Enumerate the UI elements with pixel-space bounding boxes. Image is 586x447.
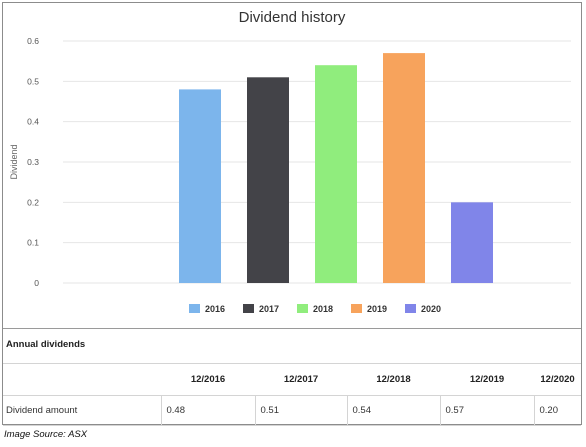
y-tick-label: 0.2: [27, 197, 39, 207]
chart-frame: Dividend history 0 0.1 0.2 0.3 0.4 0.5 0.6 Divi…: [2, 2, 582, 426]
legend-swatch-2019: [351, 304, 362, 313]
y-tick-label: 0.6: [27, 36, 39, 46]
table-title: Annual dividends: [6, 339, 86, 350]
table-header: 12/2016: [161, 363, 255, 396]
legend-label-2019: 2019: [367, 304, 387, 314]
table-header: 12/2019: [440, 363, 534, 396]
legend-swatch-2020: [405, 304, 416, 313]
image-source: Image Source: ASX: [4, 429, 88, 440]
annual-dividends-table: 12/2016 12/2017 12/2018 12/2019 12/2020 …: [3, 363, 581, 426]
bar-2020: [451, 202, 493, 283]
table-cell: 0.20: [533, 395, 581, 426]
legend-label-2017: 2017: [259, 304, 279, 314]
table-header: 12/2018: [347, 363, 440, 396]
legend-swatch-2017: [243, 304, 254, 313]
legend-label-2020: 2020: [421, 304, 441, 314]
legend-label-2016: 2016: [205, 304, 225, 314]
table-cell: 0.57: [439, 395, 534, 426]
y-tick-label: 0.5: [27, 76, 39, 86]
chart-title: Dividend history: [238, 9, 346, 26]
legend-swatch-2018: [297, 304, 308, 313]
y-axis-label: Dividend: [9, 144, 19, 179]
table-header: 12/2020: [534, 363, 581, 396]
legend-label-2018: 2018: [313, 304, 333, 314]
table-cell: 0.51: [254, 395, 347, 426]
y-tick-label: 0.1: [27, 238, 39, 248]
y-tick-label: 0: [34, 278, 39, 288]
bar-2017: [247, 77, 289, 283]
bar-2016: [179, 89, 221, 284]
legend-swatch-2016: [189, 304, 200, 313]
y-tick-label: 0.4: [27, 117, 39, 127]
y-tick-label: 0.3: [27, 157, 39, 167]
table-header-blank: [3, 363, 161, 396]
table-row: Dividend amount 0.48 0.51 0.54 0.57 0.20: [3, 395, 581, 426]
bar-2019: [383, 53, 425, 283]
table-cell: 0.54: [346, 395, 440, 426]
dividend-bar-chart: 0 0.1 0.2 0.3 0.4 0.5 0.6 Dividend 2016 2017 2018 2…: [9, 36, 571, 314]
table-header-row: 12/2016 12/2017 12/2018 12/2019 12/2020: [3, 363, 581, 396]
row-label: Dividend amount: [3, 395, 161, 426]
table-header: 12/2017: [255, 363, 347, 396]
table-cell: 0.48: [160, 395, 255, 426]
section-divider: [3, 328, 581, 329]
bar-2018: [315, 65, 357, 283]
